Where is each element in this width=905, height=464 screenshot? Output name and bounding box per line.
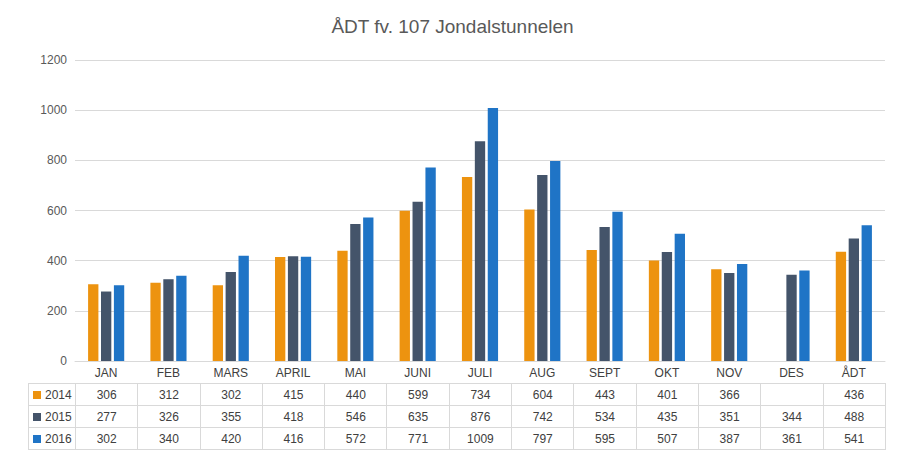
html-text:440: 440 (345, 387, 366, 402)
html-text:387: 387 (719, 431, 740, 446)
html-text:1009: 1009 (467, 431, 494, 446)
svg-text:ÅDT fv. 107 Jondalstunnelen: ÅDT fv. 107 Jondalstunnelen (331, 16, 573, 37)
html-text:541: 541 (844, 431, 865, 446)
svg-text:400: 400 (47, 254, 67, 268)
svg-text:NOV: NOV (716, 366, 742, 380)
html-text:876: 876 (470, 409, 491, 424)
html-text:355: 355 (221, 409, 242, 424)
svg-text:0: 0 (60, 354, 67, 368)
svg-text:FEB: FEB (157, 366, 180, 380)
html-text:2015: 2015 (45, 409, 72, 424)
html-text:366: 366 (719, 387, 740, 402)
html-text:435: 435 (657, 409, 678, 424)
svg-text:800: 800 (47, 153, 67, 167)
html-text:595: 595 (595, 431, 615, 446)
html-text:507: 507 (657, 431, 678, 446)
html-text:306: 306 (96, 387, 117, 402)
html-text:401: 401 (657, 387, 678, 402)
html-text:418: 418 (283, 409, 304, 424)
svg-text:600: 600 (47, 204, 67, 218)
html-text:361: 361 (781, 431, 802, 446)
svg-text:JULI: JULI (468, 366, 493, 380)
html-text:277: 277 (96, 409, 117, 424)
svg-text:JUNI: JUNI (404, 366, 431, 380)
html-text:797: 797 (532, 431, 553, 446)
svg-text:MARS: MARS (213, 366, 248, 380)
html-text:572: 572 (345, 431, 366, 446)
html-text:436: 436 (844, 387, 865, 402)
html-text:351: 351 (719, 409, 740, 424)
html-text:734: 734 (470, 387, 491, 402)
html-text:302: 302 (96, 431, 117, 446)
svg-text:SEPT: SEPT (589, 366, 621, 380)
svg-text:1200: 1200 (40, 53, 67, 67)
svg-text:JAN: JAN (95, 366, 118, 380)
html-text:742: 742 (532, 409, 553, 424)
svg-text:DES: DES (779, 366, 804, 380)
html-text:443: 443 (595, 387, 615, 402)
html-text:488: 488 (844, 409, 865, 424)
svg-text:APRIL: APRIL (276, 366, 311, 380)
html-text:326: 326 (158, 409, 179, 424)
html-text:416: 416 (283, 431, 304, 446)
html-text:635: 635 (408, 409, 429, 424)
html-text:415: 415 (283, 387, 304, 402)
html-text:599: 599 (408, 387, 429, 402)
html-text:2014: 2014 (45, 387, 72, 402)
svg-text:200: 200 (47, 304, 67, 318)
svg-text:ÅDT: ÅDT (842, 365, 867, 380)
html-text:420: 420 (221, 431, 242, 446)
html-text:312: 312 (158, 387, 179, 402)
html-text:604: 604 (532, 387, 553, 402)
svg-text:OKT: OKT (655, 366, 680, 380)
html-text:546: 546 (345, 409, 366, 424)
svg-text:1000: 1000 (40, 103, 67, 117)
html-text:340: 340 (158, 431, 179, 446)
html-text:771: 771 (408, 431, 429, 446)
svg-text:MAI: MAI (345, 366, 366, 380)
html-text:2016: 2016 (45, 431, 72, 446)
html-text:302: 302 (221, 387, 242, 402)
html-text:344: 344 (781, 409, 802, 424)
html-text:534: 534 (595, 409, 615, 424)
svg-text:AUG: AUG (529, 366, 555, 380)
